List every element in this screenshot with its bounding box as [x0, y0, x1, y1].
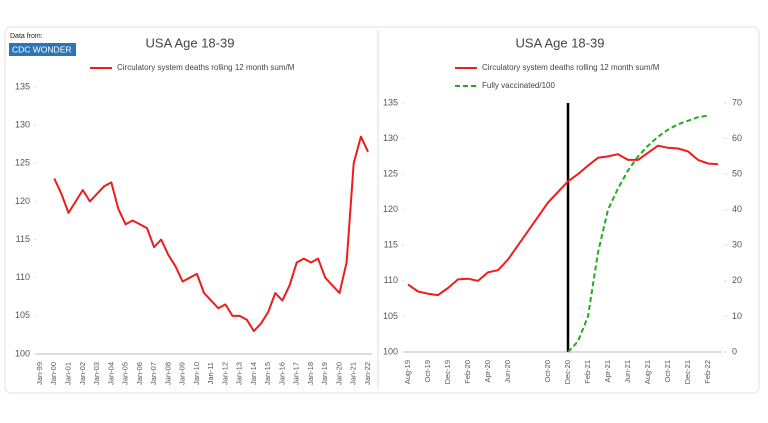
- x-tick-label: Jan-09: [178, 362, 187, 385]
- y-tick-label: 120: [15, 196, 30, 206]
- y-tick-label: 110: [384, 275, 398, 285]
- y-tick-label: 100: [383, 346, 398, 356]
- y-tick-label: 135: [15, 81, 30, 91]
- y2-tick-label: 70: [732, 97, 742, 107]
- x-tick-label: Apr-20: [483, 360, 492, 383]
- source: CDC WONDER: [12, 44, 72, 54]
- x-tick-label: Jun-20: [503, 360, 512, 383]
- legend-label: Fully vaccinated/100: [482, 81, 555, 90]
- x-tick-label: Jan-02: [78, 362, 87, 385]
- y-tick-label: 105: [15, 310, 30, 320]
- y2-tick-label: 60: [732, 133, 742, 143]
- chart-title: USA Age 18-39: [516, 35, 605, 50]
- y-tick-label: 110: [16, 272, 30, 282]
- x-tick-label: Dec-19: [443, 360, 452, 384]
- source-label: Data from:: [10, 33, 43, 40]
- x-tick-label: Jun-21: [623, 360, 632, 383]
- x-tick-label: Jan-19: [320, 362, 329, 385]
- y2-tick-label: 40: [732, 204, 742, 214]
- y2-tick-label: 20: [732, 275, 742, 285]
- x-tick-label: Apr-21: [603, 360, 612, 383]
- y-tick-label: 135: [383, 97, 398, 107]
- y-tick-label: 130: [15, 120, 30, 130]
- y-tick-label: 115: [16, 234, 30, 244]
- series-line: [567, 114, 709, 353]
- y-tick-label: 125: [383, 169, 398, 179]
- x-tick-label: Feb-20: [463, 360, 472, 384]
- y-tick-label: 125: [15, 158, 30, 168]
- y-tick-label: 130: [383, 133, 398, 143]
- y2-tick-label: 50: [732, 169, 742, 179]
- x-tick-label: Dec-21: [683, 360, 692, 384]
- x-tick-label: Jan-11: [206, 362, 215, 384]
- series-line: [53, 135, 369, 333]
- y-tick-label: 120: [383, 204, 398, 214]
- chart-title: USA Age 18-39: [146, 35, 235, 50]
- x-tick-label: Feb-21: [583, 360, 592, 384]
- x-tick-label: Jan-17: [292, 362, 301, 385]
- x-tick-label: Jan-21: [349, 362, 358, 385]
- x-tick-label: Aug-21: [643, 360, 652, 384]
- legend-label: Circulatory system deaths rolling 12 mon…: [117, 63, 295, 72]
- x-tick-label: Oct-20: [543, 360, 552, 383]
- x-tick-label: Feb-22: [703, 360, 712, 384]
- x-tick-label: Oct-21: [663, 360, 672, 383]
- x-tick-label: Jan-99: [35, 362, 44, 385]
- y-tick-label: 105: [383, 311, 398, 321]
- x-tick-label: Dec-20: [563, 360, 572, 384]
- legend-label: Circulatory system deaths rolling 12 mon…: [482, 63, 660, 72]
- frame: [4, 26, 760, 394]
- series-line: [407, 144, 719, 297]
- x-tick-label: Jan-13: [235, 362, 244, 385]
- y2-tick-label: 10: [732, 311, 742, 321]
- y2-tick-label: 30: [732, 240, 742, 250]
- x-tick-label: Jan-22: [363, 362, 372, 385]
- x-tick-label: Jan-01: [64, 362, 73, 385]
- x-tick-label: Jan-14: [249, 362, 258, 385]
- x-tick-label: Jan-16: [277, 362, 286, 385]
- source-badge: [9, 43, 76, 56]
- x-tick-label: Jan-07: [149, 362, 158, 385]
- x-tick-label: Jan-10: [192, 362, 201, 385]
- x-tick-label: Jan-20: [334, 362, 343, 385]
- x-tick-label: Jan-05: [121, 362, 130, 385]
- x-tick-label: Jan-12: [220, 362, 229, 385]
- x-tick-label: Aug-19: [403, 360, 412, 384]
- y-tick-label: 115: [384, 240, 398, 250]
- x-tick-label: Jan-00: [49, 362, 58, 385]
- x-tick-label: Jan-04: [106, 362, 115, 385]
- x-tick-label: Jan-15: [263, 362, 272, 385]
- x-tick-label: Jan-18: [306, 362, 315, 385]
- x-tick-label: Jan-06: [135, 362, 144, 385]
- x-tick-label: Jan-08: [163, 362, 172, 385]
- x-tick-label: Oct-19: [423, 360, 432, 383]
- y2-tick-label: 0: [732, 346, 737, 356]
- y-tick-label: 100: [15, 348, 30, 358]
- x-tick-label: Jan-03: [92, 362, 101, 385]
